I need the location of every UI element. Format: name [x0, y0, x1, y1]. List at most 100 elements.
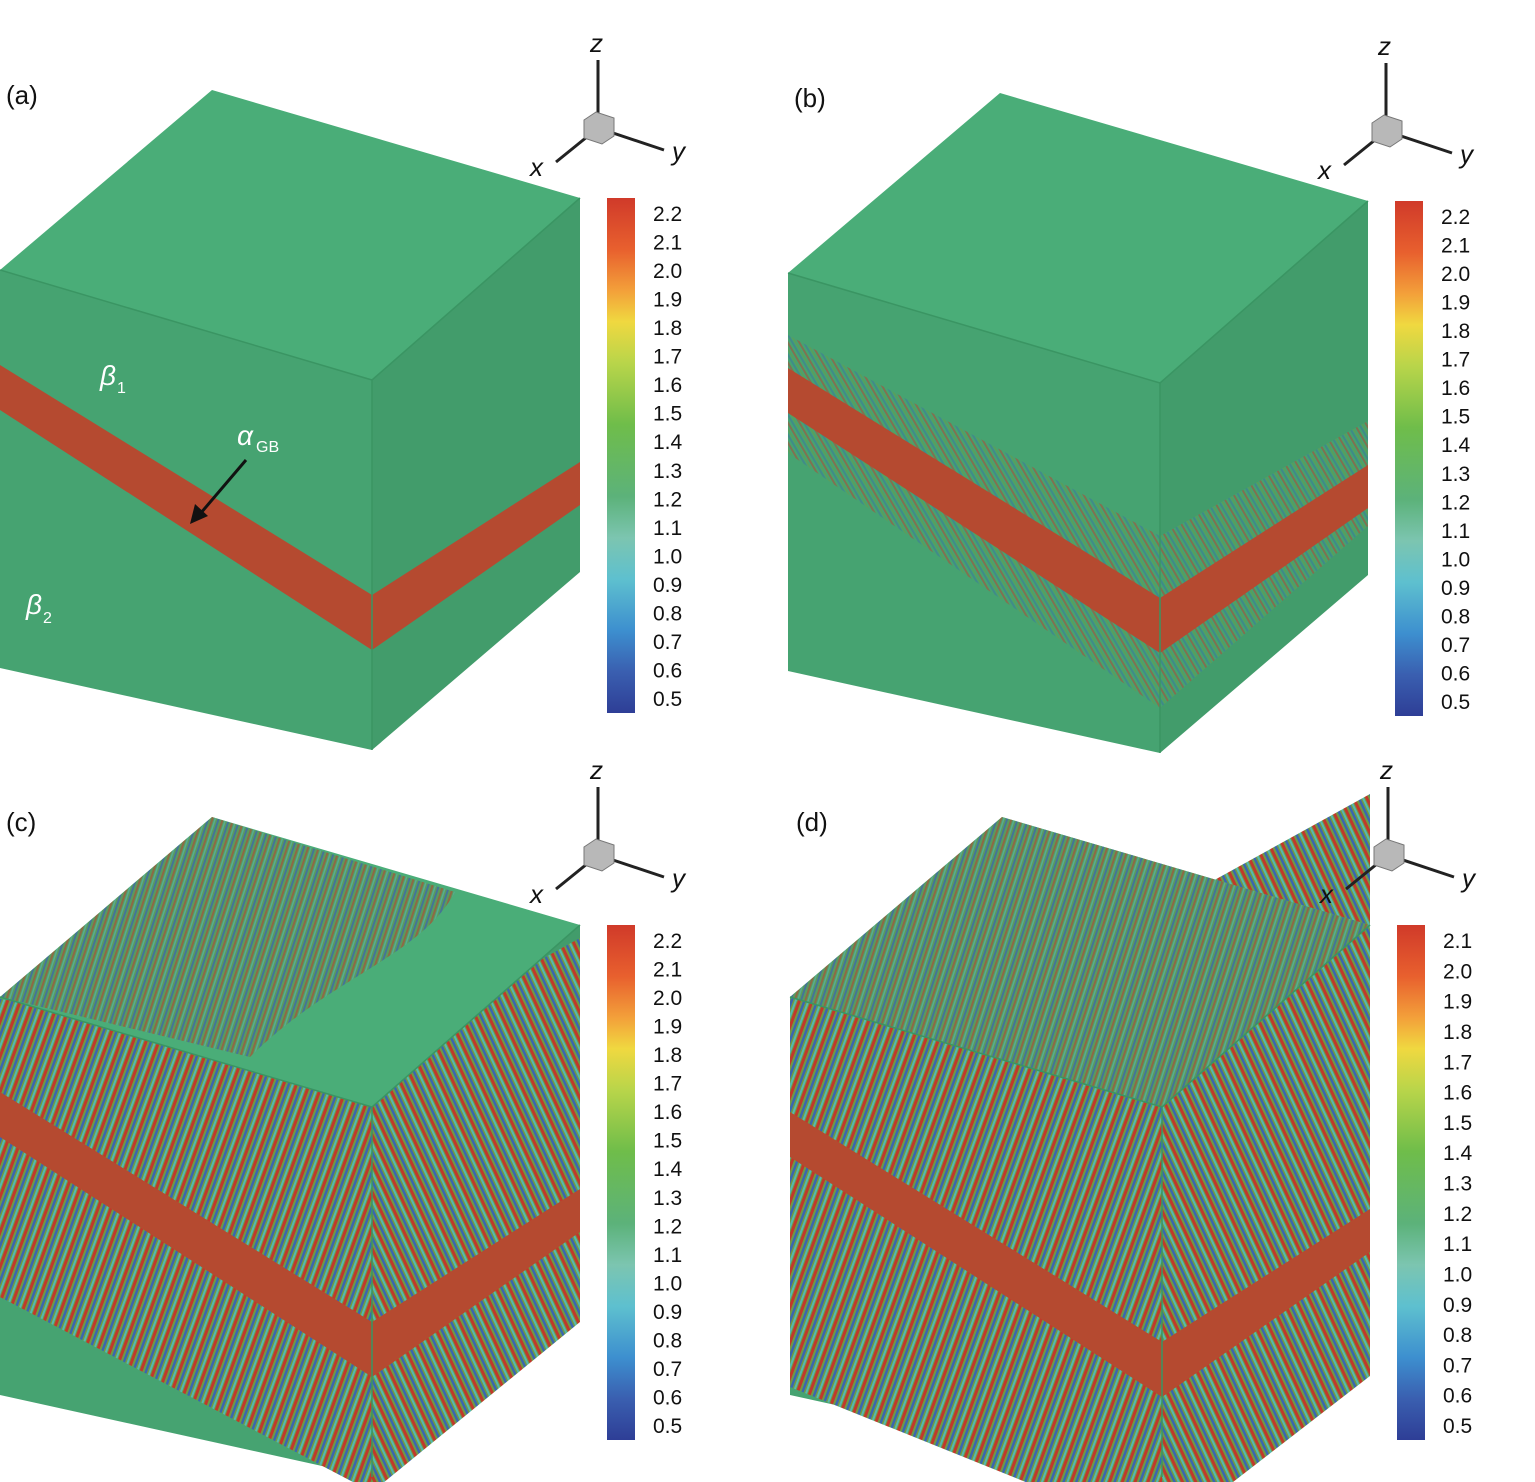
x-axis-label: x: [1316, 155, 1332, 185]
z-axis-label: z: [589, 755, 603, 785]
colorbar-tick-label: 1.3: [1441, 463, 1470, 486]
colorbar-tick-label: 1.0: [1443, 1263, 1472, 1286]
y-axis-label: y: [670, 863, 687, 893]
panel-label: (a): [6, 80, 38, 110]
colorbar-tick-label: 1.5: [653, 1130, 682, 1153]
alpha-gb-band-right: [1160, 465, 1368, 653]
colorbar-tick-label: 0.5: [1443, 1415, 1472, 1438]
triad-cube-icon: [583, 111, 615, 145]
colorbar-tick-label: 0.7: [1441, 634, 1470, 657]
colorbar: [607, 925, 635, 1440]
colorbar-tick-label: 0.6: [653, 1386, 682, 1409]
triad-cube-icon: [583, 838, 615, 872]
colorbar-tick-label: 1.8: [1443, 1021, 1472, 1044]
colorbar-tick-label: 0.8: [1441, 605, 1470, 628]
colorbar-tick-label: 1.4: [653, 1158, 683, 1181]
colorbar-tick-label: 0.7: [653, 631, 682, 654]
panels-group: (a) z y x 2.2 2.1 2.0 1.9 1.8 1.7 1.6 1.5 1.4 1.3 1.2 1…: [0, 28, 1477, 1482]
x-axis-label: x: [1318, 879, 1334, 909]
colorbar-tick-label: 0.6: [1441, 662, 1470, 685]
panel-d: (d) z y x 2.1 2.0 1.9 1.8 1.7 1.6 1.5 1.4 1.3 1.2 1.1 1…: [789, 755, 1477, 1482]
colorbar-tick-label: 0.7: [653, 1358, 682, 1381]
colorbar-tick-label: 1.1: [1441, 520, 1470, 543]
colorbar-tick-label: 1.7: [1441, 349, 1470, 372]
colorbar-tick-label: 1.2: [1443, 1203, 1472, 1226]
colorbar-tick-label: 1.9: [1443, 991, 1472, 1014]
colorbar-tick-label: 2.0: [1441, 263, 1470, 286]
colorbar-tick-label: 1.4: [1443, 1142, 1473, 1165]
beta2-subscript: 2: [43, 610, 52, 627]
panel-a: (a) z y x 2.2 2.1 2.0 1.9 1.8 1.7 1.6 1.5 1.4 1.3 1.2 1…: [0, 28, 687, 750]
colorbar-tick-label: 1.9: [1441, 292, 1470, 315]
colorbar-tick-label: 2.0: [653, 987, 682, 1010]
alpha-gb-label: α: [237, 420, 254, 451]
colorbar-tick-label: 1.0: [653, 1272, 682, 1295]
colorbar-tick-label: 1.3: [1443, 1173, 1472, 1196]
colorbar-tick-label: 1.1: [653, 1244, 682, 1267]
colorbar-tick-label: 2.0: [1443, 960, 1472, 983]
colorbar-tick-label: 1.3: [653, 460, 682, 483]
colorbar-tick-label: 0.6: [653, 659, 682, 682]
x-axis-label: x: [528, 879, 544, 909]
alpha-gb-band-left: [0, 365, 372, 650]
colorbar-tick-label: 0.7: [1443, 1354, 1472, 1377]
colorbar-tick-label: 0.8: [653, 602, 682, 625]
beta1-label: β: [99, 360, 116, 391]
stripes-right-face: [372, 938, 580, 1482]
colorbar-tick-label: 2.2: [653, 203, 682, 226]
y-axis-label: y: [670, 136, 687, 166]
alpha-gb-subscript: GB: [256, 439, 279, 456]
z-axis-label: z: [1377, 31, 1391, 61]
cube-top-face: [788, 93, 1368, 383]
colorbar-tick-label: 1.2: [653, 1215, 682, 1238]
colorbar-tick-label: 1.8: [653, 317, 682, 340]
alpha-gb-band-left: [0, 1092, 372, 1377]
colorbar-tick-label: 0.9: [653, 574, 682, 597]
colorbar-tick-label: 1.0: [653, 545, 682, 568]
colorbar-tick-label: 1.1: [1443, 1233, 1472, 1256]
panel-label: (c): [6, 807, 36, 837]
cube-top-face: [0, 90, 580, 380]
alpha-gb-arrow-line: [198, 459, 248, 515]
panel-b: (b) z y x 2.2 2.1 2.0 1.9 1.8 1.7 1.6 1.5 1.4 1.3 1.2 1…: [787, 31, 1475, 753]
y-axis-label: y: [1458, 139, 1475, 169]
triad-cube-icon: [1371, 114, 1403, 148]
x-axis-label: x: [528, 152, 544, 182]
alpha-gb-band-right: [372, 462, 580, 650]
alpha-gb-band-left: [788, 368, 1160, 653]
colorbar-tick-label: 1.7: [653, 346, 682, 369]
colorbar-tick-label: 0.9: [653, 1301, 682, 1324]
colorbar-tick-label: 1.5: [653, 403, 682, 426]
colorbar-tick-label: 1.6: [1443, 1082, 1472, 1105]
stripes-top-face: [0, 817, 455, 1057]
colorbar-tick-label: 1.8: [653, 1044, 682, 1067]
beta2-label: β: [25, 589, 42, 620]
colorbar-tick-label: 1.7: [1443, 1051, 1472, 1074]
colorbar-tick-label: 2.2: [1441, 206, 1470, 229]
colorbar-tick-label: 2.1: [1443, 930, 1472, 953]
colorbar-tick-label: 1.6: [653, 1101, 682, 1124]
alpha-gb-band-right: [1162, 1209, 1370, 1397]
colorbar-tick-label: 1.1: [653, 517, 682, 540]
panel-label: (b): [794, 83, 826, 113]
colorbar-tick-label: 2.1: [653, 232, 682, 255]
z-axis-label: z: [589, 28, 603, 58]
panel-c: (c) z y x 2.2 2.1 2.0 1.9 1.8 1.7 1.6 1.5 1.4 1.3 1.2 1…: [0, 755, 687, 1482]
colorbar-tick-label: 1.9: [653, 289, 682, 312]
stripes-top-face: [790, 817, 1370, 1107]
alpha-gb-band-right: [372, 1189, 580, 1377]
colorbar-tick-label: 1.4: [653, 431, 683, 454]
colorbar-tick-label: 1.9: [653, 1016, 682, 1039]
colorbar-tick-label: 0.8: [653, 1329, 682, 1352]
colorbar: [1397, 925, 1425, 1440]
colorbar-tick-label: 0.9: [1443, 1294, 1472, 1317]
colorbar-tick-label: 1.2: [1441, 491, 1470, 514]
colorbar-tick-label: 1.5: [1443, 1112, 1472, 1135]
colorbar-tick-label: 1.6: [653, 374, 682, 397]
panel-label: (d): [796, 807, 828, 837]
y-axis-label: y: [1460, 863, 1477, 893]
colorbar-tick-label: 2.1: [653, 959, 682, 982]
colorbar-tick-label: 1.5: [1441, 406, 1470, 429]
colorbar-tick-label: 0.9: [1441, 577, 1470, 600]
colorbar-tick-label: 0.8: [1443, 1324, 1472, 1347]
